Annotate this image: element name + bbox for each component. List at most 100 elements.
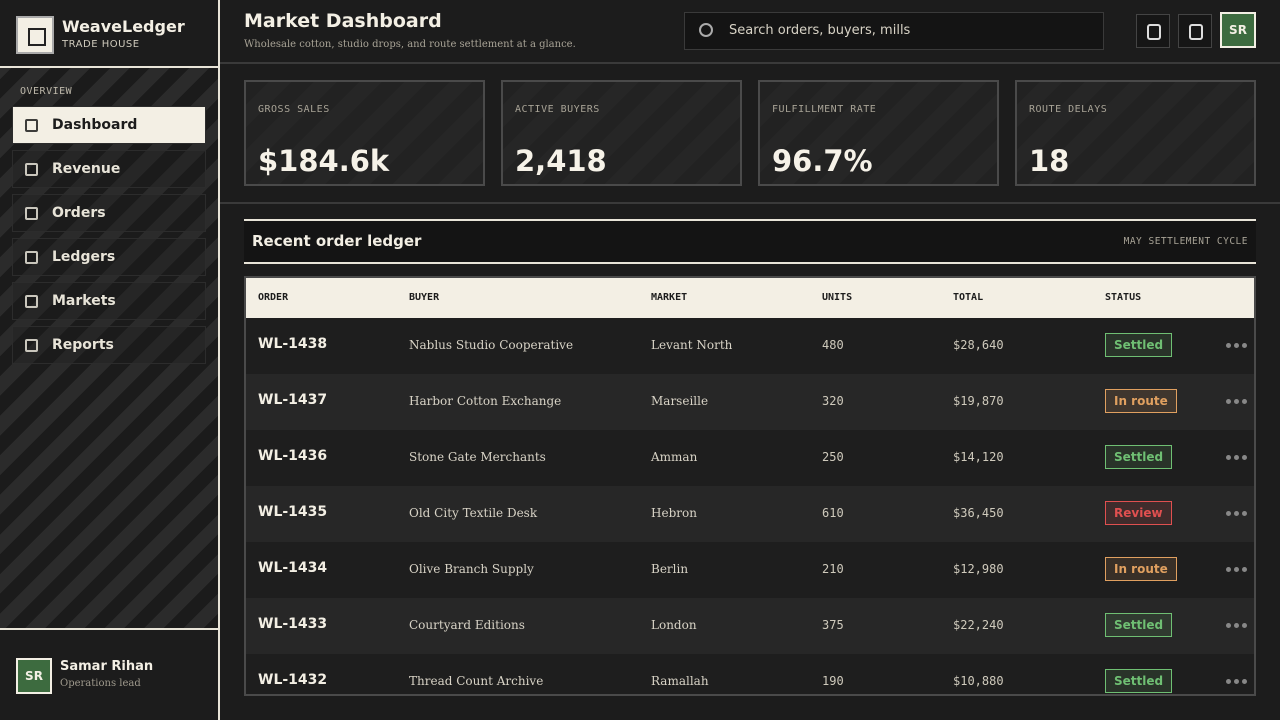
menu-dot <box>1242 567 1247 572</box>
header-avatar[interactable]: SR <box>1220 12 1256 48</box>
buyer: Nablus Studio Cooperative <box>409 338 574 352</box>
status-badge: Settled <box>1105 333 1173 357</box>
status-badge: Review <box>1105 501 1172 525</box>
total: $28,640 <box>953 338 1004 352</box>
row-menu[interactable] <box>1226 399 1248 405</box>
column-header: TOTAL <box>953 292 984 303</box>
nav-item[interactable]: Orders <box>12 194 206 232</box>
nav-icon <box>25 339 38 352</box>
buyer: Old City Textile Desk <box>409 506 538 520</box>
buyer: Stone Gate Merchants <box>409 450 546 464</box>
nav-label: Revenue <box>52 161 121 177</box>
nav-section: OVERVIEW <box>20 86 73 97</box>
stat-value: 96.7% <box>772 144 873 178</box>
nav-item[interactable]: Ledgers <box>12 238 206 276</box>
stat-label: ROUTE DELAYS <box>1029 104 1108 115</box>
menu-dot <box>1234 343 1239 348</box>
nav-item[interactable]: Reports <box>12 326 206 364</box>
nav-label: Reports <box>52 337 114 353</box>
brand: WeaveLedger TRADE HOUSE <box>0 0 218 68</box>
search-icon <box>699 23 713 37</box>
market: Ramallah <box>651 674 709 688</box>
column-header: MARKET <box>651 292 688 303</box>
stat-value: 2,418 <box>515 144 607 178</box>
units: 320 <box>822 394 844 408</box>
row-menu[interactable] <box>1226 567 1248 573</box>
market: Amman <box>651 450 698 464</box>
row-menu[interactable] <box>1226 343 1248 349</box>
menu-dot <box>1234 511 1239 516</box>
user-avatar: SR <box>16 658 52 694</box>
order-id: WL-1433 <box>258 616 328 632</box>
buyer: Thread Count Archive <box>409 674 544 688</box>
header: Market Dashboard Wholesale cotton, studi… <box>220 0 1280 64</box>
stat-card: FULFILLMENT RATE 96.7% <box>758 80 999 186</box>
row-menu[interactable] <box>1226 679 1248 685</box>
total: $22,240 <box>953 618 1004 632</box>
nav-item[interactable]: Markets <box>12 282 206 320</box>
row-menu[interactable] <box>1226 455 1248 461</box>
menu-dot <box>1226 679 1231 684</box>
menu-dot <box>1242 343 1247 348</box>
nav-icon <box>25 163 38 176</box>
order-id: WL-1438 <box>258 336 328 352</box>
sidebar: WeaveLedger TRADE HOUSE OVERVIEW Dashboa… <box>0 0 220 720</box>
nav-item[interactable]: Dashboard <box>12 106 206 144</box>
row-menu[interactable] <box>1226 623 1248 629</box>
market: Marseille <box>651 394 709 408</box>
total: $10,880 <box>953 674 1004 688</box>
stat-card: ACTIVE BUYERS 2,418 <box>501 80 742 186</box>
menu-dot <box>1226 399 1231 404</box>
menu-dot <box>1226 455 1231 460</box>
nav-item[interactable]: Revenue <box>12 150 206 188</box>
order-id: WL-1437 <box>258 392 328 408</box>
stat-label: ACTIVE BUYERS <box>515 104 600 115</box>
units: 375 <box>822 618 844 632</box>
stat-card: GROSS SALES $184.6k <box>244 80 485 186</box>
column-header: STATUS <box>1105 292 1142 303</box>
market: Levant North <box>651 338 733 352</box>
user-role: Operations lead <box>60 678 141 689</box>
table-header: Recent order ledger MAY SETTLEMENT CYCLE <box>244 219 1256 264</box>
menu-dot <box>1242 399 1247 404</box>
brand-subtitle: TRADE HOUSE <box>62 39 140 50</box>
status-badge: Settled <box>1105 445 1173 469</box>
table-note: MAY SETTLEMENT CYCLE <box>1123 236 1248 247</box>
notifications-button[interactable] <box>1136 14 1170 48</box>
status-badge: In route <box>1105 557 1177 581</box>
page-title: Market Dashboard <box>244 10 442 32</box>
table-header-row: ORDER BUYER MARKET UNITS TOTAL STATUS <box>246 278 1254 318</box>
search-box[interactable]: Search orders, buyers, mills <box>684 12 1104 50</box>
menu-dot <box>1226 623 1231 628</box>
menu-dot <box>1234 399 1239 404</box>
table-row: WL-1435 Old City Textile Desk Hebron 610 $36… <box>246 486 1254 542</box>
order-id: WL-1432 <box>258 672 328 688</box>
brand-name: WeaveLedger <box>62 17 185 36</box>
market: Hebron <box>651 506 697 520</box>
table-row: WL-1434 Olive Branch Supply Berlin 210 $12,9… <box>246 542 1254 598</box>
row-menu[interactable] <box>1226 511 1248 517</box>
total: $36,450 <box>953 506 1004 520</box>
table-row: WL-1437 Harbor Cotton Exchange Marseille 32… <box>246 374 1254 430</box>
page-subtitle: Wholesale cotton, studio drops, and rout… <box>244 39 576 50</box>
status-badge: Settled <box>1105 669 1173 693</box>
nav-icon <box>25 119 38 132</box>
menu-dot <box>1226 567 1231 572</box>
menu-dot <box>1242 679 1247 684</box>
order-id: WL-1434 <box>258 560 328 576</box>
order-table: ORDER BUYER MARKET UNITS TOTAL STATUS WL-1438 N… <box>244 276 1256 696</box>
buyer: Harbor Cotton Exchange <box>409 394 562 408</box>
user-box: SR Samar Rihan Operations lead <box>0 628 218 720</box>
search-placeholder: Search orders, buyers, mills <box>729 23 911 38</box>
status-badge: Settled <box>1105 613 1173 637</box>
status-badge: In route <box>1105 389 1177 413</box>
help-button[interactable] <box>1178 14 1212 48</box>
table-row: WL-1433 Courtyard Editions London 375 $22,24… <box>246 598 1254 654</box>
menu-dot <box>1234 679 1239 684</box>
menu-dot <box>1234 623 1239 628</box>
menu-dot <box>1234 455 1239 460</box>
table-row: WL-1438 Nablus Studio Cooperative Levant N… <box>246 318 1254 374</box>
menu-dot <box>1226 343 1231 348</box>
stat-value: 18 <box>1029 144 1070 178</box>
